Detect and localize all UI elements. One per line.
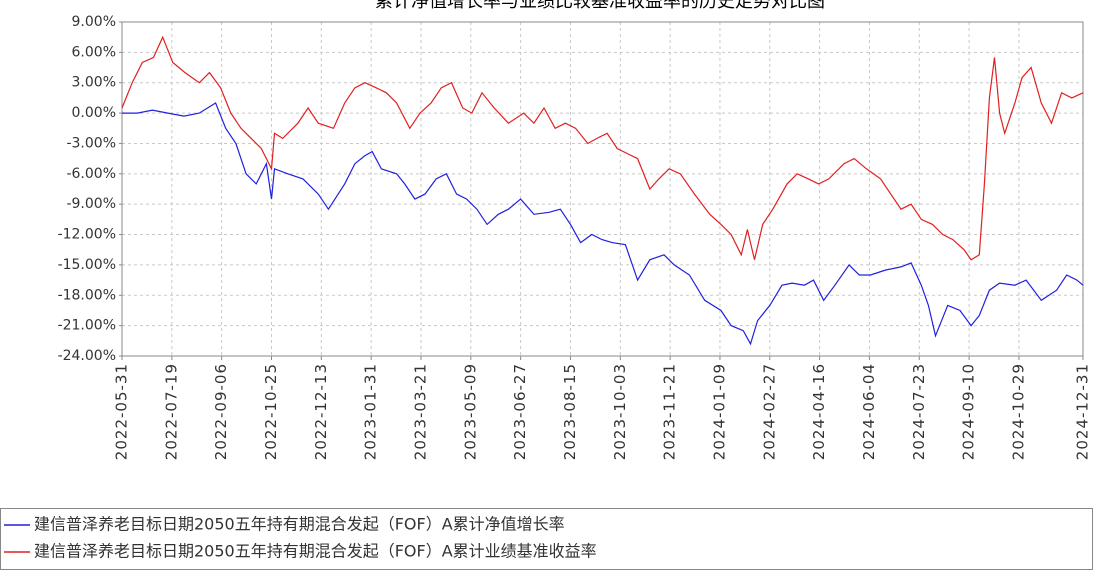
- y-tick-label: -6.00%: [66, 166, 116, 182]
- x-tick-label: 2022-05-31: [113, 363, 131, 460]
- x-tick-label: 2024-06-04: [860, 363, 878, 460]
- x-tick-label: 2024-01-09: [710, 363, 728, 460]
- x-tick-label: 2023-03-21: [411, 363, 429, 460]
- plot-frame: [121, 21, 1084, 357]
- x-tick-label: 2023-10-03: [611, 363, 629, 460]
- y-tick-label: -18.00%: [58, 287, 116, 303]
- x-tick-label: 2024-10-29: [1009, 363, 1027, 460]
- x-tick-label: 2022-09-06: [212, 363, 230, 460]
- line-series: [122, 102, 1084, 346]
- y-tick-label: -3.00%: [66, 135, 116, 151]
- x-tick-label: 2023-06-27: [511, 363, 529, 460]
- x-tick-label: 2022-12-13: [312, 363, 330, 460]
- y-tick-label: -9.00%: [66, 196, 116, 212]
- y-tick-label: -21.00%: [58, 318, 116, 334]
- y-tick-label: -15.00%: [58, 257, 116, 273]
- x-tick-label: 2023-11-21: [661, 363, 679, 460]
- y-tick-label: 6.00%: [72, 44, 116, 60]
- x-tick-label: 2024-04-16: [810, 363, 828, 460]
- y-tick-label: 0.00%: [72, 105, 116, 121]
- y-tick-label: -24.00%: [58, 348, 116, 364]
- x-tick-label: 2023-08-15: [561, 363, 579, 460]
- x-tick-label: 2024-02-27: [760, 363, 778, 460]
- x-tick-label: 2022-07-19: [162, 363, 180, 460]
- chart-title: 累计净值增长率与业绩比较基准收益率的历史走势对比图: [375, 0, 825, 12]
- x-tick-label: 2024-07-23: [910, 363, 928, 460]
- x-tick-label: 2023-01-31: [362, 363, 380, 460]
- x-tick-label: 2024-12-31: [1074, 363, 1092, 460]
- legend-label: 建信普泽养老目标日期2050五年持有期混合发起（FOF）A累计净值增长率: [34, 515, 565, 534]
- line-series: [121, 35, 1084, 261]
- y-tick-label: -12.00%: [58, 227, 116, 243]
- y-tick-label: 9.00%: [72, 14, 116, 30]
- x-tick-label: 2022-10-25: [262, 363, 280, 460]
- x-tick-label: 2023-05-09: [461, 363, 479, 460]
- legend-label: 建信普泽养老目标日期2050五年持有期混合发起（FOF）A累计业绩基准收益率: [34, 542, 597, 561]
- y-tick-label: 3.00%: [72, 75, 116, 91]
- x-tick-label: 2024-09-10: [960, 363, 978, 460]
